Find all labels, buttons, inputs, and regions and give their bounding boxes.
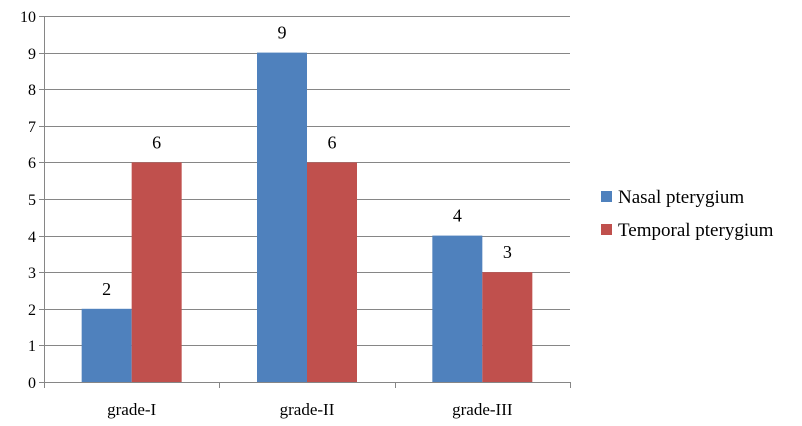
y-tick-label: 0 [28,375,36,392]
legend-label: Nasal pterygium [618,187,744,208]
bar [482,272,533,382]
y-axis-ticks: 0 1 2 3 4 5 6 7 8 9 10 [20,9,36,392]
legend: Nasal pterygium Temporal pterygium [601,187,774,241]
data-label: 9 [278,23,287,43]
y-tick-label: 5 [28,192,36,209]
x-tick-label: grade-I [107,400,156,419]
y-tick-label: 6 [28,155,36,172]
legend-swatch [601,191,612,202]
y-tick-label: 1 [28,338,36,355]
bar [432,235,483,382]
data-labels: 2 9 4 6 6 3 [102,23,512,299]
y-tick-label: 4 [28,229,36,246]
legend-swatch [601,224,612,235]
bar [307,162,357,382]
data-label: 6 [152,132,161,152]
y-tick-label: 2 [28,302,36,319]
x-axis-labels: grade-I grade-II grade-III [107,400,513,419]
bars [81,52,533,382]
y-tick-label: 10 [20,9,36,26]
data-label: 6 [328,132,337,152]
axes [39,16,571,388]
x-tick-label: grade-II [280,400,335,419]
y-tick-label: 7 [28,119,36,136]
bar [81,308,132,382]
bar [131,162,182,382]
y-tick-label: 3 [28,265,36,282]
data-label: 2 [102,279,111,299]
data-label: 4 [453,206,462,226]
bar [257,52,307,382]
data-label: 3 [503,242,512,262]
legend-label: Temporal pterygium [618,220,774,241]
y-tick-label: 9 [28,46,36,63]
x-tick-label: grade-III [452,400,513,419]
y-tick-label: 8 [28,82,36,99]
